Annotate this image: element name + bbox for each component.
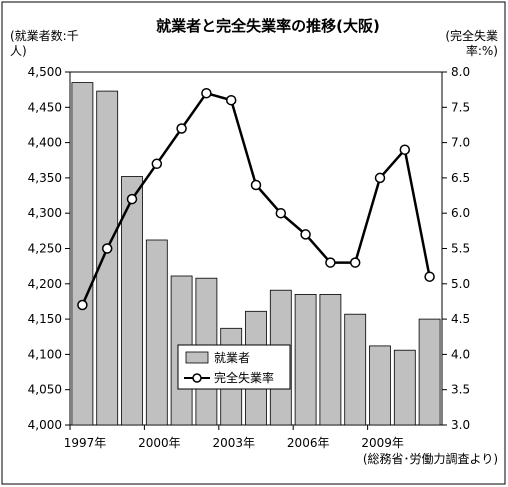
left-tick-label: 4,150 [28, 312, 62, 326]
unemployment-point [101, 243, 113, 254]
bar [294, 293, 317, 426]
unemployment-point [250, 179, 262, 191]
left-tick-label: 4,350 [28, 171, 62, 185]
unemployment-point [151, 158, 163, 170]
right-tick-label: 4.5 [451, 312, 470, 326]
right-axis-label-line1: (完全失業 [445, 28, 498, 43]
left-tick-label: 4,500 [28, 65, 62, 79]
left-tick-label: 4,300 [28, 206, 62, 220]
legend-label-unemployment: 完全失業率 [214, 370, 274, 385]
unemployment-point [126, 193, 138, 205]
right-tick-label: 6.5 [451, 171, 470, 185]
bar [96, 90, 119, 426]
unemployment-point [300, 229, 311, 240]
legend: 就業者 完全失業率 [177, 344, 291, 390]
right-tick-label: 8.0 [451, 65, 470, 79]
unemployment-point [399, 144, 411, 155]
unemployment-point [225, 94, 237, 106]
right-tick-label: 5.5 [451, 242, 470, 256]
left-tick-label: 4,050 [28, 383, 62, 397]
x-tick-label: 2006年 [287, 436, 330, 450]
right-axis-label-line2: 率:%) [466, 43, 498, 58]
x-tick-label: 2003年 [213, 436, 256, 450]
unemployment-point [275, 207, 287, 219]
bar [344, 313, 367, 426]
right-tick-label: 7.5 [451, 100, 470, 114]
legend-line-marker [192, 373, 202, 383]
x-tick-label: 2009年 [361, 436, 404, 450]
left-axis-label-line2: 人) [10, 44, 27, 58]
right-tick-label: 4.0 [451, 347, 470, 361]
left-tick-label: 4,200 [28, 277, 62, 291]
right-tick-label: 7.0 [451, 136, 470, 150]
chart-title: 就業者と完全失業率の推移(大阪) [156, 17, 380, 35]
unemployment-point [201, 87, 212, 99]
legend-bar-swatch [185, 351, 209, 364]
unemployment-point [349, 257, 361, 268]
bar [145, 239, 168, 426]
right-tick-label: 3.5 [451, 383, 470, 397]
left-tick-label: 4,400 [28, 136, 62, 150]
left-tick-label: 4,450 [28, 100, 62, 114]
bar [393, 349, 416, 426]
unemployment-point [77, 299, 88, 311]
unemployment-point [374, 172, 386, 184]
legend-label-employed: 就業者 [214, 351, 250, 365]
left-axis-label-line1: (就業者数:千 [10, 28, 79, 43]
x-tick-label: 1997年 [64, 436, 107, 450]
unemployment-point [424, 271, 435, 282]
left-tick-label: 4,250 [28, 242, 62, 256]
right-tick-label: 6.0 [451, 206, 470, 220]
unemployment-point [176, 123, 187, 134]
bar [71, 82, 94, 426]
bar [418, 318, 441, 426]
unemployment-point [325, 257, 336, 268]
bar [319, 293, 342, 426]
line-series [77, 87, 435, 311]
axis-ticks: 4,000 4,050 4,100 4,150 4,200 4,250 4,300 4,350… [28, 65, 470, 450]
left-tick-label: 4,000 [28, 418, 62, 432]
left-tick-label: 4,100 [28, 347, 62, 361]
right-tick-label: 5.0 [451, 277, 470, 291]
x-tick-label: 2000年 [138, 436, 181, 450]
source-note: (総務省･労働力調査より) [363, 452, 498, 466]
bar [121, 176, 143, 426]
right-tick-label: 3.0 [451, 418, 470, 432]
bar [369, 345, 391, 426]
